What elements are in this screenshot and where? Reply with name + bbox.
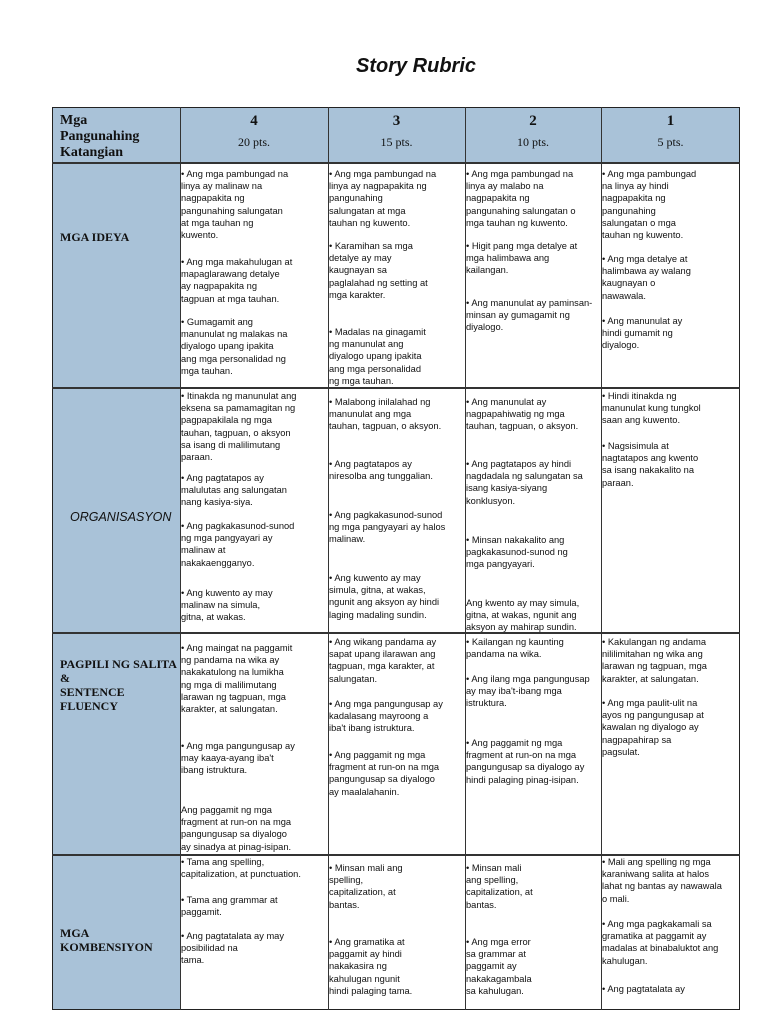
- divider: [52, 387, 740, 389]
- rubric-descriptor: • Minsan nakakalito ang pagkakasunod-sun…: [466, 535, 568, 570]
- level-1-score: 1: [666, 113, 675, 129]
- level-4-score: 4: [250, 113, 258, 129]
- divider: [52, 854, 740, 856]
- rubric-descriptor: Ang kwento ay may simula, gitna, at waka…: [466, 598, 580, 633]
- criteria-header: Mga Pangunahing Katangian: [60, 113, 140, 160]
- level-3-points: 15 pts.: [380, 135, 413, 149]
- level-4-points: 20 pts.: [237, 135, 270, 149]
- rubric-descriptor: • Ang pagtatalata ay may posibilidad na …: [181, 931, 285, 966]
- rubric-descriptor: • Minsan mali ang spelling, capitalizati…: [466, 863, 533, 910]
- rubric-descriptor: • Kakulangan ng andama nililimitahan ng …: [602, 637, 707, 684]
- row-label-ideas: MGA IDEYA: [60, 230, 130, 244]
- header-row: [53, 108, 739, 163]
- divider: [52, 632, 740, 634]
- rubric-descriptor: • Gumagamit ang manunulat ng malakas na …: [181, 317, 288, 376]
- rubric-descriptor: • Ang mga error sa grammar at paggamit a…: [466, 937, 532, 996]
- rubric-descriptor: • Ang paggamit ng mga fragment at run-on…: [329, 750, 440, 797]
- rubric-descriptor: • Higit pang mga detalye at mga halimbaw…: [466, 241, 578, 276]
- divider: [601, 107, 602, 1010]
- rubric-descriptor: • Ang pagtatapos ay hindi nagdadala ng s…: [466, 459, 583, 506]
- rubric-descriptor: • Ang mga pambungad na linya ay nagpapak…: [329, 169, 437, 228]
- divider: [465, 107, 466, 1010]
- rubric-descriptor: • Ang pagkakasunod-sunod ng mga pangyaya…: [181, 521, 295, 568]
- rubric-descriptor: • Ang mga paulit-ulit na ayos ng pangung…: [602, 698, 704, 757]
- rubric-descriptor: • Ang pagkakasunod-sunod ng mga pangyaya…: [329, 510, 446, 545]
- rubric-descriptor: • Ang mga pangungusap ay kadalasang mayr…: [329, 699, 443, 734]
- divider: [328, 107, 329, 1010]
- level-3-score: 3: [392, 113, 401, 129]
- rubric-descriptor: • Madalas na ginagamit ng manunulat ang …: [329, 327, 426, 386]
- rubric-descriptor: • Ang manunulat ay paminsan- minsan ay g…: [466, 298, 593, 333]
- rubric-descriptor: • Hindi itinakda ng manunulat kung tungk…: [602, 391, 701, 426]
- rubric-descriptor: • Ang gramatika at paggamit ay hindi nak…: [329, 937, 413, 996]
- rubric-descriptor: • Ang mga pangungusap ay may kaaya-ayang…: [181, 741, 295, 776]
- level-1-points: 5 pts.: [657, 135, 684, 149]
- rubric-descriptor: • Ang kuwento ay may simula, gitna, at w…: [329, 573, 440, 620]
- row-label-word-choice: PAGPILI NG SALITA & SENTENCE FLUENCY: [60, 657, 177, 713]
- divider: [52, 162, 740, 164]
- criteria-column: [53, 163, 180, 1010]
- rubric-descriptor: • Ang pagtatalata ay: [602, 984, 685, 994]
- row-label-conventions: MGA KOMBENSIYON: [60, 926, 153, 954]
- rubric-descriptor: • Ang paggamit ng mga fragment at run-on…: [466, 738, 585, 785]
- rubric-descriptor: • Mali ang spelling ng mga karaniwang sa…: [602, 857, 722, 904]
- rubric-descriptor: • Tama ang spelling, capitalization, at …: [181, 857, 301, 880]
- rubric-descriptor: • Ang mga pambungad na linya ay malinaw …: [181, 169, 289, 241]
- rubric-descriptor: • Ang manunulat ay nagpapahiwatig ng mga…: [466, 397, 579, 432]
- rubric-descriptor: • Ang mga detalye at halimbawa ay walang…: [602, 254, 691, 301]
- rubric-descriptor: • Tama ang grammar at paggamit.: [181, 895, 278, 918]
- rubric-descriptor: • Ang kuwento ay may malinaw na simula, …: [181, 588, 273, 623]
- rubric-descriptor: Ang paggamit ng mga fragment at run-on n…: [181, 805, 292, 852]
- rubric-descriptor: • Karamihan sa mga detalye ay may kaugna…: [329, 241, 428, 300]
- rubric-descriptor: • Ang pagtatapos ay malulutas ang salung…: [181, 473, 287, 508]
- rubric-descriptor: • Ang mga pambungad na linya ay hindi na…: [602, 169, 697, 241]
- rubric-descriptor: • Ang mga pagkakamali sa gramatika at pa…: [602, 919, 719, 966]
- rubric-descriptor: • Itinakda ng manunulat ang eksena sa pa…: [181, 391, 297, 463]
- table-border: [52, 107, 740, 1010]
- rubric-descriptor: • Ang mga makahulugan at mapaglarawang d…: [181, 257, 293, 304]
- divider: [180, 107, 181, 1010]
- rubric-descriptor: • Nagsisimula at nagtatapos ang kwento s…: [602, 441, 699, 488]
- rubric-descriptor: • Ang pagtatapos ay niresolba ang tungga…: [329, 459, 433, 482]
- rubric-descriptor: • Kailangan ng kaunting pandama na wika.: [466, 637, 564, 660]
- rubric-descriptor: • Minsan mali ang spelling, capitalizati…: [329, 863, 403, 910]
- page-title: Story Rubric: [355, 55, 477, 77]
- rubric-descriptor: • Ang mga pambungad na linya ay malabo n…: [466, 169, 576, 228]
- rubric-descriptor: • Ang maingat na paggamit ng pandama na …: [181, 643, 293, 715]
- level-2-score: 2: [529, 113, 537, 129]
- rubric-descriptor: • Ang wikang pandama ay sapat upang ilar…: [329, 637, 437, 684]
- level-2-points: 10 pts.: [516, 135, 549, 149]
- rubric-descriptor: • Ang ilang mga pangungusap ay may iba't…: [466, 674, 590, 709]
- row-label-organization: ORGANISASYON: [70, 510, 172, 524]
- rubric-descriptor: • Ang manunulat ay hindi gumamit ng diya…: [602, 316, 683, 351]
- rubric-descriptor: • Malabong inilalahad ng manunulat ang m…: [329, 397, 442, 432]
